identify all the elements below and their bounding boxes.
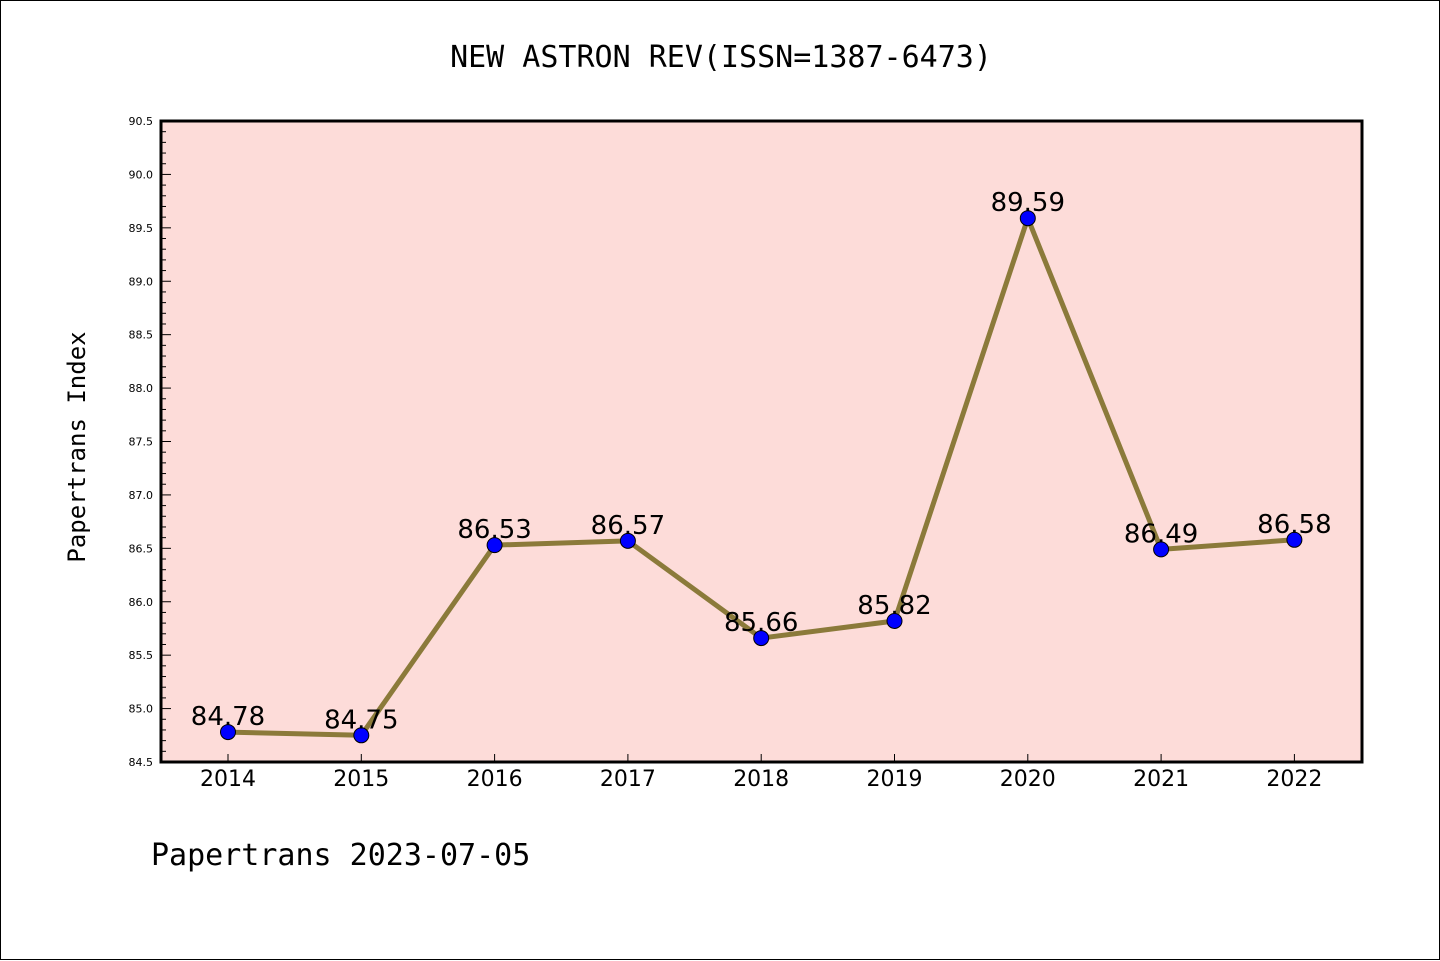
y-tick-label: 84.5 bbox=[129, 756, 154, 769]
x-axis: 2014 2015 2016 2017 2018 2019 2020 2021 2022 bbox=[200, 754, 1322, 792]
x-tick-label: 2019 bbox=[867, 767, 923, 792]
y-tick-label: 85.5 bbox=[129, 649, 154, 662]
y-tick-label: 90.5 bbox=[129, 115, 154, 128]
data-label: 84.75 bbox=[324, 705, 398, 735]
y-tick-label: 86.5 bbox=[129, 542, 154, 555]
y-tick-label: 90.0 bbox=[129, 168, 154, 181]
data-point bbox=[353, 727, 370, 744]
data-point bbox=[220, 724, 236, 741]
y-tick-label: 88.0 bbox=[129, 382, 154, 395]
x-tick-label: 2016 bbox=[467, 767, 523, 792]
data-label: 86.53 bbox=[457, 515, 531, 545]
data-point bbox=[1286, 531, 1303, 548]
data-point bbox=[1153, 541, 1170, 558]
x-tick-label: 2015 bbox=[333, 767, 389, 792]
y-tick-label: 87.0 bbox=[129, 489, 154, 502]
data-labels: 84.78 84.75 86.53 86.57 85.66 85.82 89.59 86.49… bbox=[191, 188, 1332, 735]
x-tick-label: 2014 bbox=[200, 767, 256, 792]
data-label: 86.58 bbox=[1257, 510, 1331, 540]
data-point bbox=[486, 537, 503, 554]
data-label: 85.82 bbox=[857, 591, 931, 621]
y-tick-label: 89.0 bbox=[129, 275, 154, 288]
x-tick-label: 2020 bbox=[1000, 767, 1056, 792]
data-label: 85.66 bbox=[724, 608, 798, 638]
chart-title: NEW ASTRON REV(ISSN=1387-6473) bbox=[450, 40, 992, 75]
data-point bbox=[886, 612, 903, 629]
data-label: 84.78 bbox=[191, 702, 265, 732]
y-tick-label: 87.5 bbox=[129, 436, 154, 449]
plot-area bbox=[161, 121, 1362, 762]
x-tick-label: 2018 bbox=[733, 767, 789, 792]
x-tick-label: 2022 bbox=[1266, 767, 1322, 792]
y-axis-label: Papertrans Index bbox=[63, 331, 91, 562]
data-label: 86.57 bbox=[591, 511, 665, 541]
data-point bbox=[619, 532, 636, 549]
y-tick-label: 85.0 bbox=[129, 703, 154, 716]
y-tick-label: 88.5 bbox=[129, 329, 154, 342]
data-point bbox=[753, 630, 770, 647]
y-tick-label: 89.5 bbox=[129, 222, 154, 235]
data-label: 86.49 bbox=[1124, 519, 1198, 549]
data-markers bbox=[220, 210, 1303, 744]
footer-date: Papertrans 2023-07-05 bbox=[151, 838, 530, 873]
data-label: 89.59 bbox=[991, 188, 1065, 218]
y-tick-label: 86.0 bbox=[129, 596, 154, 609]
data-point bbox=[1019, 210, 1036, 227]
x-tick-label: 2021 bbox=[1133, 767, 1189, 792]
plot-border bbox=[159, 119, 1364, 764]
x-tick-label: 2017 bbox=[600, 767, 656, 792]
y-axis: 84.5 85.0 85.5 86.0 86.5 87.0 87.5 88.0 88.5 89.0… bbox=[129, 115, 171, 769]
